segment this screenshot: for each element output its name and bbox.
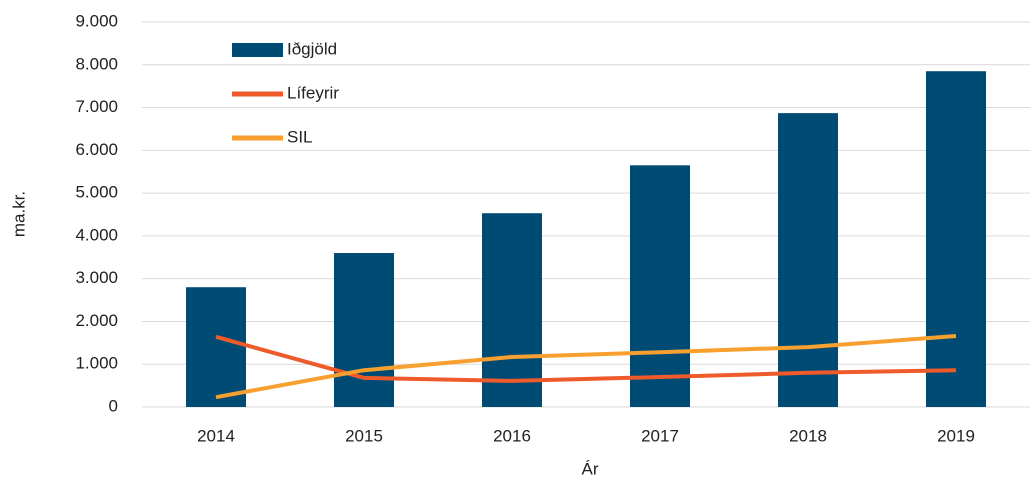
bar (186, 287, 246, 407)
y-tick-label: 7.000 (75, 97, 118, 116)
x-tick-label: 2019 (937, 426, 975, 445)
bar (926, 71, 986, 407)
x-tick-label: 2016 (493, 426, 531, 445)
y-tick-label: 2.000 (75, 311, 118, 330)
bar (778, 113, 838, 407)
y-tick-label: 8.000 (75, 54, 118, 73)
x-tick-label: 2018 (789, 426, 827, 445)
y-tick-label: 4.000 (75, 225, 118, 244)
y-tick-label: 3.000 (75, 268, 118, 287)
bar (334, 253, 394, 407)
y-tick-label: 0 (109, 396, 118, 415)
legend-label: Lífeyrir (287, 83, 339, 102)
y-tick-label: 9.000 (75, 11, 118, 30)
line (215, 334, 957, 383)
legend-label: SIL (287, 127, 313, 146)
bar (630, 165, 690, 407)
bar (482, 213, 542, 407)
line (215, 333, 957, 400)
x-tick-label: 2017 (641, 426, 679, 445)
x-axis-label: Ár (582, 459, 599, 478)
y-axis-label: ma.kr. (9, 191, 28, 237)
legend-label: Iðgjöld (287, 39, 337, 58)
y-tick-label: 6.000 (75, 140, 118, 159)
y-tick-label: 5.000 (75, 183, 118, 202)
x-tick-label: 2015 (345, 426, 383, 445)
x-tick-label: 2014 (197, 426, 235, 445)
legend-swatch (232, 43, 283, 57)
y-tick-label: 1.000 (75, 354, 118, 373)
